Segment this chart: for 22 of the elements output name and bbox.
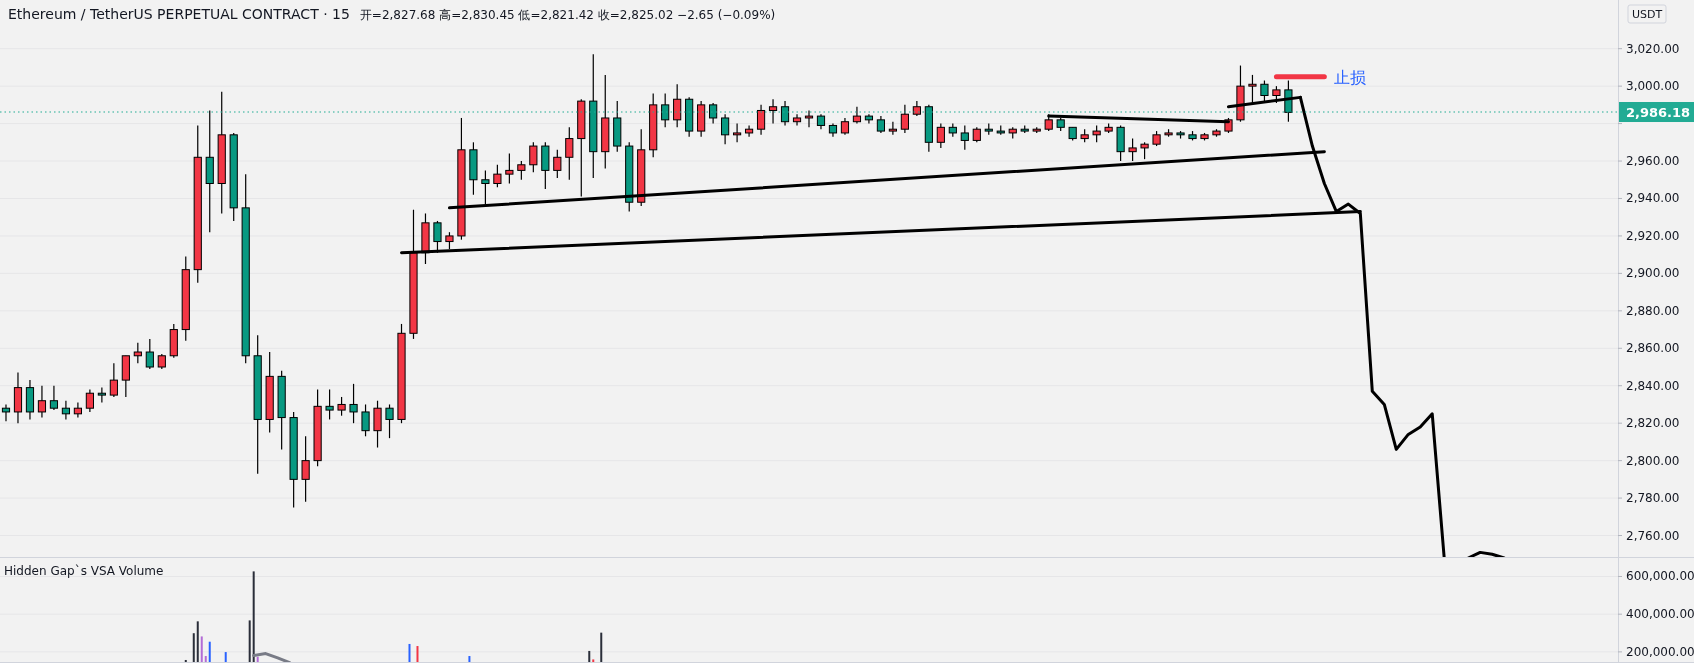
y-tick-label: 2,820.00 <box>1626 416 1680 431</box>
y-tick-label: 2,860.00 <box>1626 341 1680 356</box>
y-tick-label: 2,800.00 <box>1626 453 1680 468</box>
y-axis-title: USDT <box>1632 8 1663 21</box>
text: Hidden Gap`s VSA Volume <box>4 564 164 578</box>
ref-line-label: 2,986.18 <box>1626 105 1691 121</box>
y-tick-label: 2,880.00 <box>1626 303 1680 318</box>
y-tick-label: 600,000.00 <box>1626 569 1694 584</box>
y-tick-label: 3,020.00 <box>1626 41 1680 56</box>
y-tick-label: 2,840.00 <box>1626 378 1680 393</box>
y-tick-label: 2,920.00 <box>1626 228 1680 243</box>
text: Ethereum / TetherUS PERPETUAL CONTRACT · 15 <box>8 6 350 22</box>
text: 开=2,827.68 高=2,830.45 低=2,821.42 收=2,825.02 −2.65 (−0.09%) <box>359 8 776 22</box>
y-tick-label: 3,000.00 <box>1626 79 1680 94</box>
series-label: 止损 <box>1334 67 1367 87</box>
y-tick-label: 2,760.00 <box>1626 528 1680 543</box>
y-tick-label: 200,000.00 <box>1626 644 1694 659</box>
y-tick-label: 400,000.00 <box>1626 607 1694 622</box>
y-tick-label: 2,940.00 <box>1626 191 1680 206</box>
y-tick-label: 2,960.00 <box>1626 154 1680 169</box>
y-tick-label: 2,900.00 <box>1626 266 1680 281</box>
y-tick-label: 2,780.00 <box>1626 491 1680 506</box>
